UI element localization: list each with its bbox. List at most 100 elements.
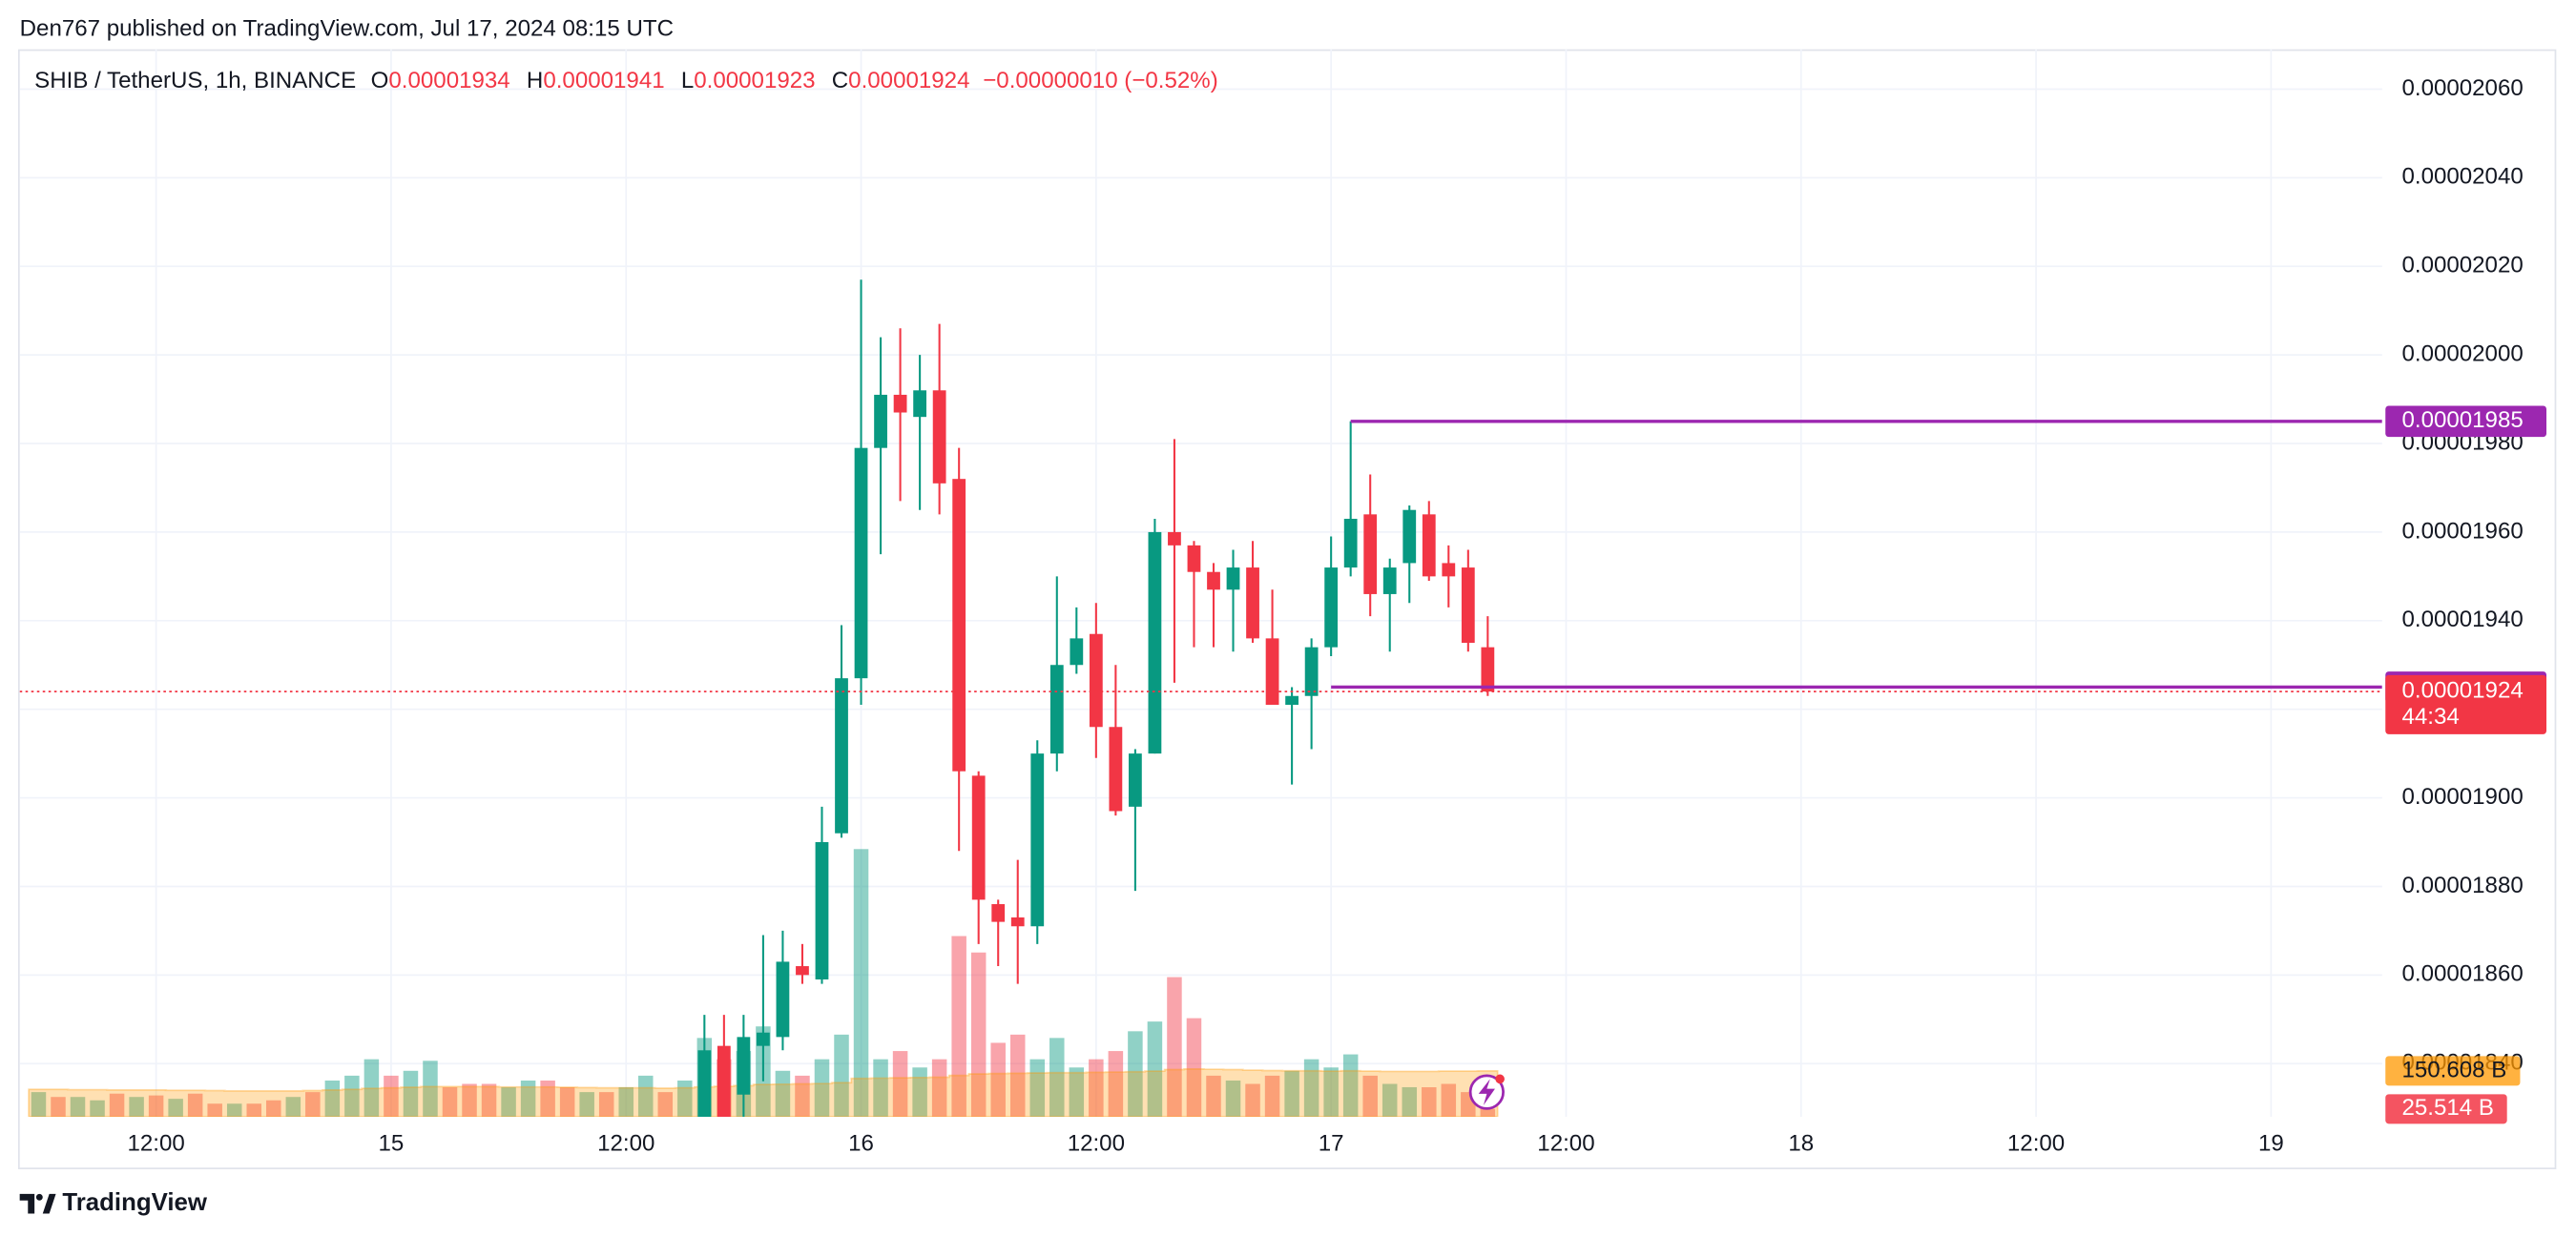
volume-bar bbox=[1206, 1075, 1221, 1117]
volume-bar bbox=[834, 1034, 849, 1117]
volume-average-label: 150.608 B bbox=[2401, 1057, 2506, 1082]
candle-body bbox=[1285, 695, 1298, 706]
y-tick-label: 0.00002040 bbox=[2401, 164, 2523, 190]
volume-bar bbox=[168, 1099, 183, 1117]
candle-body bbox=[1010, 917, 1025, 927]
volume-bar bbox=[481, 1083, 497, 1117]
volume-bar bbox=[775, 1070, 791, 1117]
line-label-box bbox=[2385, 405, 2547, 438]
y-tick-label: 0.00001860 bbox=[2401, 961, 2523, 987]
candle-body bbox=[697, 1050, 712, 1117]
candle-body bbox=[1265, 638, 1279, 706]
legend-value: 0.00001934 bbox=[388, 68, 509, 93]
y-tick-label: 0.00002060 bbox=[2401, 75, 2523, 101]
x-tick-label: 12:00 bbox=[2007, 1131, 2065, 1157]
volume-bar bbox=[892, 1051, 908, 1117]
legend: SHIB / TetherUS, 1h, BINANCE O0.00001934 H… bbox=[34, 68, 1218, 93]
legend-change: −0.00000010 (−0.52%) bbox=[983, 68, 1218, 93]
candle-body bbox=[757, 1032, 770, 1046]
volume-bar bbox=[364, 1059, 380, 1117]
candle-body bbox=[1089, 633, 1103, 728]
y-tick-label: 0.00001940 bbox=[2401, 607, 2523, 632]
volume-bar bbox=[520, 1080, 536, 1117]
candle-body bbox=[1382, 567, 1397, 594]
x-tick-label: 12:00 bbox=[127, 1131, 184, 1157]
volume-bar bbox=[951, 936, 966, 1117]
plot-area bbox=[19, 279, 2382, 1117]
volume-bar bbox=[207, 1103, 222, 1117]
volume-bar bbox=[970, 952, 987, 1117]
candle-body bbox=[1402, 509, 1417, 564]
candle-body bbox=[1442, 563, 1456, 577]
volume-bar bbox=[873, 1059, 888, 1117]
volume-bar bbox=[246, 1103, 261, 1117]
volume-average-label-box bbox=[2385, 1056, 2521, 1086]
candle-body bbox=[796, 966, 809, 976]
volume-bar bbox=[1029, 1059, 1046, 1117]
candle-body bbox=[1187, 545, 1201, 572]
volume-bar bbox=[384, 1075, 399, 1117]
volume-bar bbox=[1245, 1083, 1260, 1117]
candle-body bbox=[1304, 647, 1319, 696]
candle-body bbox=[1070, 638, 1084, 666]
volume-bar bbox=[638, 1075, 654, 1117]
candle-body bbox=[1324, 567, 1339, 648]
volume-bar bbox=[795, 1075, 810, 1117]
candle-body bbox=[1363, 514, 1378, 594]
volume-bar bbox=[423, 1061, 438, 1117]
x-tick-label: 16 bbox=[848, 1131, 874, 1157]
y-tick-label: 0.00001900 bbox=[2401, 784, 2523, 810]
volume-bar bbox=[1147, 1021, 1163, 1117]
volume-bar bbox=[1303, 1059, 1319, 1117]
legend-key: L bbox=[681, 68, 694, 93]
brand-logo bbox=[19, 1193, 56, 1214]
brand-name: TradingView bbox=[62, 1189, 207, 1216]
line-label: 0.00001985 bbox=[2401, 407, 2523, 433]
volume-bar bbox=[442, 1087, 458, 1117]
price-label-box bbox=[2385, 674, 2547, 734]
volume-bar bbox=[1264, 1075, 1280, 1117]
candle-body bbox=[874, 394, 887, 448]
candle-body bbox=[1461, 567, 1475, 644]
volume-bar bbox=[70, 1097, 86, 1117]
volume-bar bbox=[1342, 1054, 1359, 1117]
candle-body bbox=[737, 1037, 751, 1095]
x-tick-label: 18 bbox=[1788, 1131, 1814, 1157]
x-tick-label: 15 bbox=[379, 1131, 405, 1157]
volume-average-area bbox=[28, 1068, 1499, 1117]
candle-body bbox=[1207, 571, 1220, 590]
volume-bar bbox=[1422, 1087, 1437, 1117]
volume-bar bbox=[1381, 1083, 1398, 1117]
volume-bar bbox=[677, 1080, 693, 1117]
volume-bar bbox=[403, 1070, 419, 1117]
volume-label: 25.514 B bbox=[2401, 1095, 2493, 1121]
volume-bar bbox=[540, 1080, 555, 1117]
price-countdown: 44:34 bbox=[2401, 704, 2459, 730]
candle-body bbox=[971, 775, 986, 900]
volume-bar bbox=[579, 1092, 594, 1117]
volume-bar bbox=[1089, 1059, 1104, 1117]
legend-key: C bbox=[832, 68, 848, 93]
candle-body bbox=[1030, 753, 1045, 927]
candle-body bbox=[1109, 727, 1123, 812]
chart-frame bbox=[17, 49, 2557, 1170]
volume-bar bbox=[305, 1092, 321, 1117]
volume-bar bbox=[324, 1080, 341, 1117]
volume-bar bbox=[1480, 1108, 1496, 1117]
volume-bar bbox=[912, 1067, 927, 1117]
candle-body bbox=[815, 842, 829, 979]
candle-body bbox=[913, 390, 927, 418]
x-tick-label: 12:00 bbox=[1068, 1131, 1125, 1157]
volume-bar bbox=[266, 1100, 281, 1117]
volume-bar bbox=[129, 1097, 144, 1117]
volume-bar bbox=[226, 1103, 242, 1117]
y-tick-label: 0.00001880 bbox=[2401, 873, 2523, 898]
legend-value: 0.00001941 bbox=[543, 68, 664, 93]
volume-bar bbox=[51, 1097, 66, 1117]
candle-body bbox=[854, 447, 868, 679]
candle-body bbox=[1129, 753, 1142, 807]
volume-bar bbox=[501, 1087, 516, 1117]
legend-key: H bbox=[527, 68, 543, 93]
